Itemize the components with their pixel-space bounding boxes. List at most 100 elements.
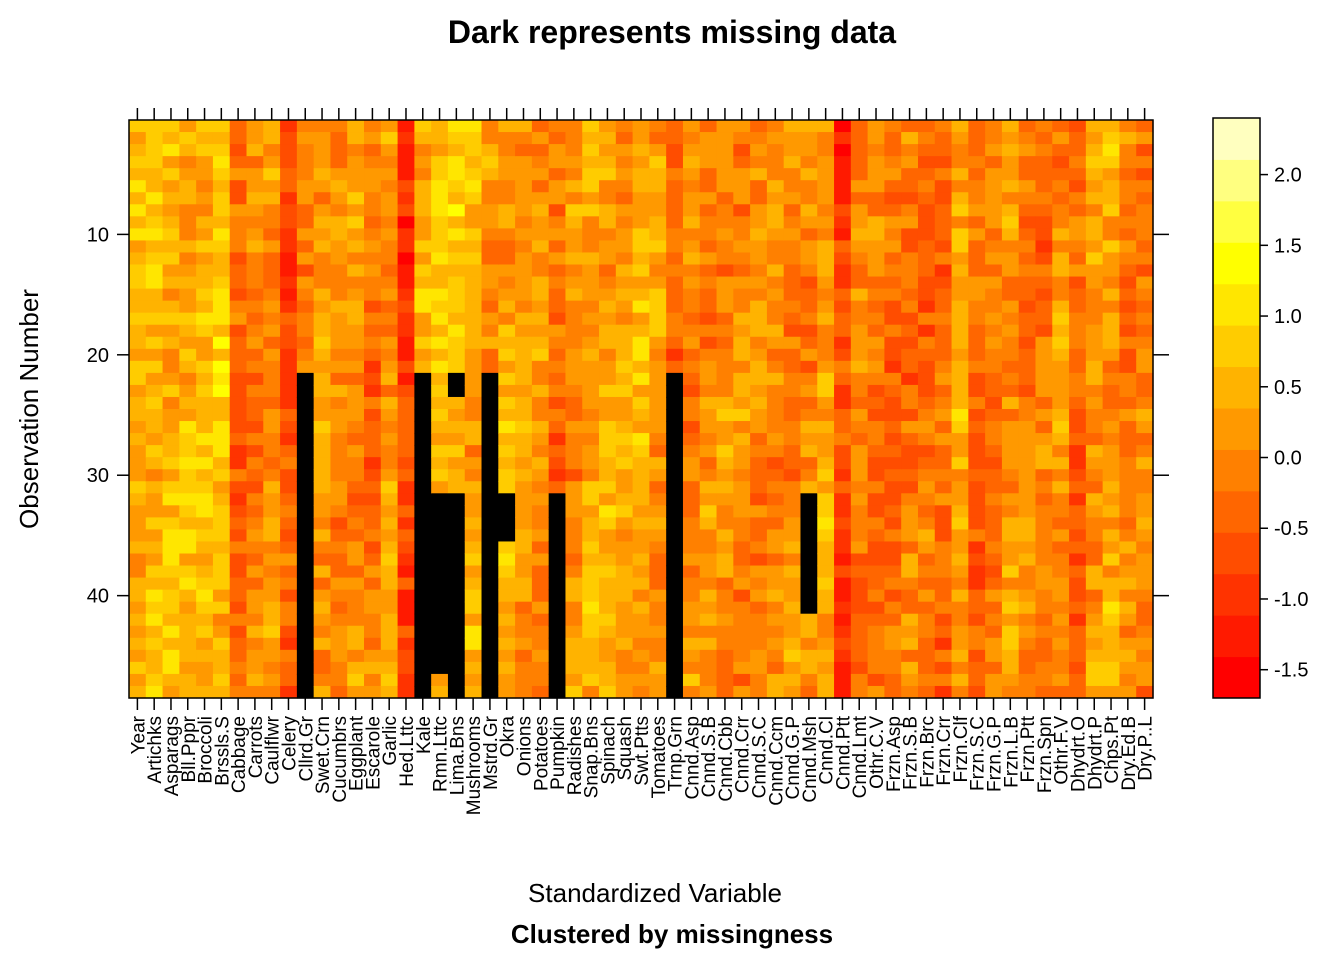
heatmap-cell — [548, 204, 567, 217]
heatmap-cell — [750, 360, 768, 374]
heatmap-cell — [615, 493, 634, 506]
heatmap-cell — [129, 637, 147, 651]
heatmap-cell — [817, 336, 835, 350]
heatmap-cell — [884, 541, 902, 555]
heatmap-cell — [582, 336, 600, 350]
heatmap-cell — [1001, 240, 1020, 254]
heatmap-cell — [766, 469, 785, 482]
heatmap-cell — [615, 396, 634, 410]
heatmap-cell — [196, 637, 214, 651]
heatmap-cell — [397, 120, 415, 133]
heatmap-cell — [565, 673, 583, 687]
heatmap-cell — [129, 168, 147, 181]
heatmap-cell — [901, 192, 919, 205]
heatmap-cell — [548, 216, 567, 229]
heatmap-cell — [699, 120, 718, 133]
heatmap-cell — [716, 132, 734, 145]
heatmap-cell — [599, 601, 617, 615]
missing-cell — [296, 529, 315, 543]
heatmap-cell — [716, 469, 734, 482]
heatmap-cell — [834, 168, 852, 181]
heatmap-cell — [380, 601, 399, 615]
heatmap-cell — [582, 577, 600, 591]
heatmap-cell — [1018, 240, 1037, 254]
heatmap-cell — [129, 493, 147, 506]
heatmap-cell — [750, 457, 768, 470]
heatmap-cell — [296, 252, 315, 266]
heatmap-cell — [1052, 421, 1070, 434]
heatmap-cell — [968, 469, 986, 482]
heatmap-cell — [1119, 421, 1137, 434]
heatmap-cell — [733, 264, 751, 278]
heatmap-cell — [263, 433, 281, 446]
heatmap-cell — [733, 312, 751, 326]
heatmap-cell — [968, 577, 986, 591]
heatmap-cell — [515, 288, 533, 302]
heatmap-cell — [1136, 144, 1154, 157]
heatmap-cell — [565, 300, 583, 314]
heatmap-cell — [985, 433, 1003, 446]
heatmap-cell — [750, 433, 768, 446]
heatmap-cell — [162, 661, 180, 675]
heatmap-cell — [145, 120, 164, 133]
heatmap-cell — [280, 252, 298, 266]
heatmap-cell — [179, 300, 197, 314]
heatmap-cell — [296, 312, 315, 326]
heatmap-cell — [985, 276, 1003, 290]
heatmap-cell — [1069, 553, 1087, 567]
heatmap-cell — [599, 409, 617, 422]
heatmap-cell — [498, 396, 516, 410]
heatmap-cell — [783, 577, 802, 591]
missing-cell — [447, 649, 466, 663]
heatmap-cell — [313, 120, 332, 133]
heatmap-cell — [515, 529, 533, 543]
missing-cell — [447, 493, 466, 506]
heatmap-cell — [1001, 565, 1020, 579]
heatmap-cell — [699, 589, 718, 603]
heatmap-cell — [1018, 661, 1037, 675]
heatmap-cell — [364, 180, 382, 193]
heatmap-cell — [565, 613, 583, 627]
heatmap-cell — [699, 421, 718, 434]
missing-cell — [296, 577, 315, 591]
heatmap-cell — [1052, 541, 1070, 555]
heatmap-cell — [212, 625, 231, 639]
heatmap-cell — [296, 288, 315, 302]
heatmap-cell — [716, 577, 734, 591]
heatmap-cell — [750, 445, 768, 458]
heatmap-cell — [951, 372, 969, 386]
heatmap-cell — [196, 288, 214, 302]
heatmap-cell — [834, 336, 852, 350]
heatmap-cell — [196, 421, 214, 434]
heatmap-cell — [716, 264, 734, 278]
heatmap-cell — [145, 685, 164, 699]
heatmap-cell — [783, 252, 802, 266]
heatmap-cell — [716, 372, 734, 386]
heatmap-cell — [800, 673, 818, 687]
heatmap-cell — [716, 433, 734, 446]
heatmap-cell — [515, 120, 533, 133]
heatmap-cell — [766, 517, 785, 531]
heatmap-cell — [313, 529, 332, 543]
heatmap-cell — [901, 673, 919, 687]
missing-cell — [296, 457, 315, 470]
missing-cell — [666, 685, 684, 699]
heatmap-cell — [196, 433, 214, 446]
heatmap-cell — [330, 613, 348, 627]
heatmap-cell — [682, 336, 701, 350]
heatmap-cell — [364, 457, 382, 470]
heatmap-cell — [817, 216, 835, 229]
heatmap-cell — [1052, 505, 1070, 518]
heatmap-cell — [1035, 445, 1053, 458]
heatmap-cell — [985, 228, 1003, 242]
heatmap-cell — [397, 649, 415, 663]
heatmap-cell — [1001, 276, 1020, 290]
heatmap-cell — [649, 553, 667, 567]
heatmap-cell — [850, 252, 869, 266]
heatmap-cell — [800, 264, 818, 278]
heatmap-cell — [548, 396, 567, 410]
heatmap-cell — [917, 168, 936, 181]
missing-cell — [666, 541, 684, 555]
heatmap-cell — [565, 529, 583, 543]
heatmap-cell — [750, 685, 768, 699]
